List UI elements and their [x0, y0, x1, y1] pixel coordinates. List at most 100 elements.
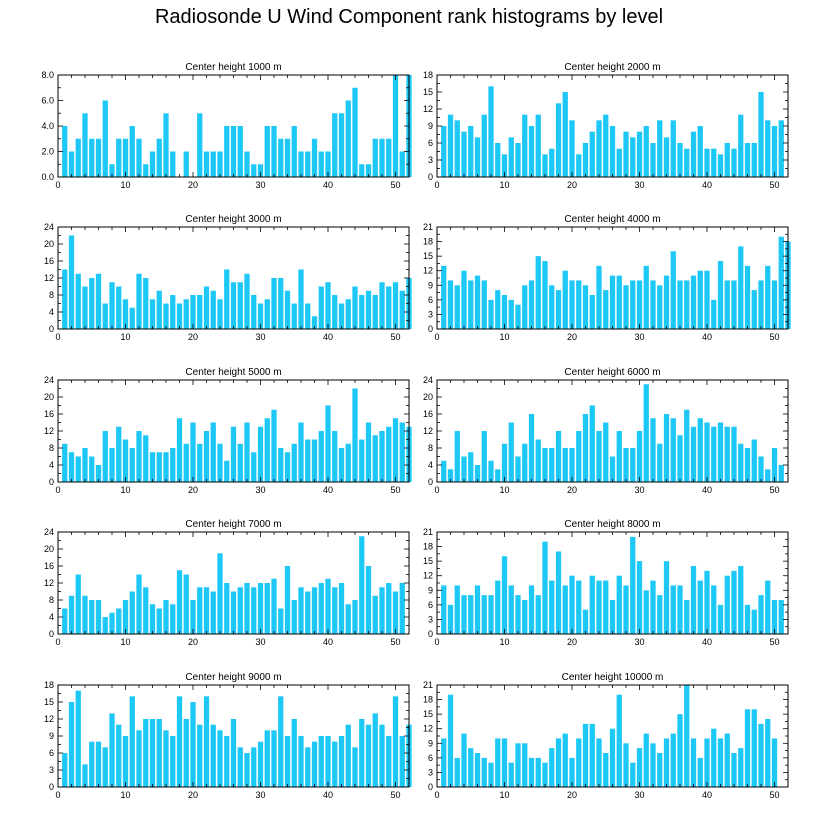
histogram-bar	[555, 290, 562, 329]
histogram-bar	[657, 285, 663, 329]
histogram-bar	[697, 270, 703, 329]
x-tick-label: 0	[434, 180, 439, 190]
histogram-bar	[535, 114, 541, 177]
histogram-bar	[237, 282, 243, 329]
x-tick-label: 10	[120, 332, 130, 342]
histogram-bar	[271, 278, 277, 329]
y-tick-label: 12	[44, 426, 54, 436]
histogram-bar	[684, 409, 690, 482]
x-tick-label: 50	[769, 180, 779, 190]
histogram-bar	[616, 694, 622, 787]
histogram-bar	[183, 443, 189, 482]
panel-title: Center height 3000 m	[185, 214, 281, 225]
histogram-bar	[771, 280, 778, 329]
histogram-bar	[778, 465, 784, 482]
histogram-bar	[122, 736, 129, 787]
histogram-bar	[677, 435, 683, 482]
histogram-bar	[149, 452, 156, 482]
x-tick-label: 20	[567, 180, 577, 190]
y-tick-label: 4	[49, 612, 54, 622]
histogram-bar	[149, 299, 156, 329]
histogram-bar	[244, 583, 250, 634]
histogram-bar	[677, 585, 683, 634]
histogram-bar	[609, 456, 616, 482]
histogram-bar	[392, 696, 399, 787]
histogram-bar	[190, 702, 196, 787]
histogram-bar	[129, 591, 135, 634]
histogram-bar	[657, 120, 663, 177]
histogram-bar	[311, 439, 318, 482]
histogram-bar	[129, 448, 135, 482]
histogram-bar	[338, 113, 345, 177]
histogram-bar	[122, 299, 129, 329]
y-tick-label: 9	[49, 731, 54, 741]
histogram-bar	[95, 273, 102, 329]
x-tick-label: 10	[120, 180, 130, 190]
histogram-bar	[461, 131, 467, 177]
histogram-bar	[636, 431, 643, 482]
histogram-bar	[82, 113, 88, 177]
y-tick-label: 8	[428, 443, 433, 453]
histogram-bar	[582, 723, 589, 787]
histogram-bar	[359, 295, 365, 329]
histogram-bar	[75, 574, 81, 634]
histogram-bar	[751, 143, 757, 177]
histogram-bar	[264, 730, 270, 787]
histogram-bar	[569, 575, 575, 634]
y-tick-label: 18	[423, 695, 433, 705]
histogram-bar	[311, 587, 318, 634]
y-tick-label: 20	[44, 239, 54, 249]
histogram-bar	[210, 724, 216, 787]
y-tick-label: 6	[428, 295, 433, 305]
histogram-bar	[392, 591, 399, 634]
x-tick-label: 20	[188, 790, 198, 800]
histogram-bar	[298, 587, 304, 634]
panel-title: Center height 8000 m	[564, 519, 660, 530]
y-tick-label: 12	[423, 571, 433, 581]
histogram-bar	[190, 295, 196, 329]
histogram-bar	[372, 138, 378, 177]
histogram-bar	[704, 570, 710, 634]
histogram-bar	[257, 303, 264, 329]
histogram-bar	[278, 696, 284, 787]
histogram-bar	[163, 303, 169, 329]
y-tick-label: 12	[423, 426, 433, 436]
histogram-bar	[528, 126, 535, 177]
histogram-bar	[230, 282, 237, 329]
histogram-bar	[203, 286, 210, 329]
histogram-bar	[717, 422, 724, 482]
y-tick-label: 21	[423, 222, 433, 232]
histogram-bar	[555, 551, 562, 634]
histogram-bar	[392, 282, 399, 329]
histogram-bar	[447, 280, 454, 329]
histogram-bar	[95, 465, 102, 482]
histogram-bar	[62, 608, 68, 634]
histogram-bar	[224, 736, 230, 787]
histogram-bar	[603, 753, 609, 787]
histogram-bar	[372, 295, 378, 329]
x-tick-label: 20	[188, 180, 198, 190]
x-tick-label: 40	[323, 332, 333, 342]
histogram-bar	[751, 439, 757, 482]
histogram-bar	[399, 583, 405, 634]
histogram-bar	[481, 595, 487, 634]
histogram-bar	[284, 566, 291, 634]
x-tick-label: 0	[434, 332, 439, 342]
y-tick-label: 8	[49, 290, 54, 300]
histogram-bar	[603, 290, 609, 329]
histogram-bar	[183, 151, 189, 177]
y-tick-label: 4	[49, 307, 54, 317]
histogram-bar	[372, 713, 378, 787]
x-tick-label: 50	[390, 790, 400, 800]
y-tick-label: 21	[423, 527, 433, 537]
histogram-bar	[311, 138, 318, 177]
histogram-bar	[284, 138, 291, 177]
histogram-bar	[163, 730, 169, 787]
histogram-bar	[643, 126, 649, 177]
histogram-bar	[508, 762, 514, 787]
histogram-bar	[582, 414, 589, 482]
histogram-bar	[542, 154, 548, 177]
histogram-bar	[778, 120, 784, 177]
y-tick-label: 6	[428, 753, 433, 763]
histogram-bar	[697, 126, 703, 177]
